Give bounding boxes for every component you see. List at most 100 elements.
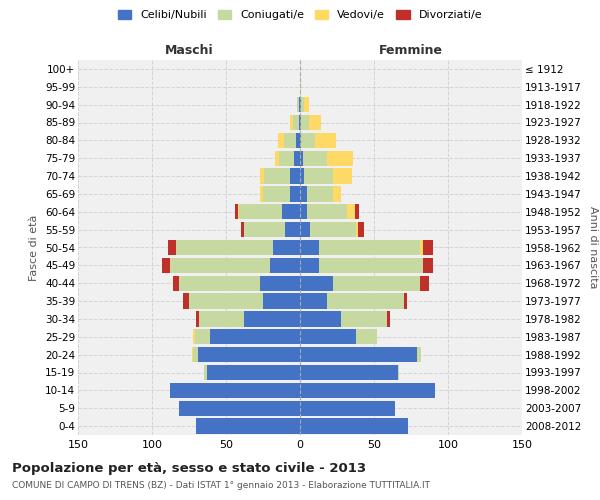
- Bar: [356, 222, 358, 237]
- Bar: [238, 204, 239, 220]
- Bar: [423, 258, 433, 273]
- Bar: [356, 329, 377, 344]
- Bar: [235, 204, 238, 220]
- Bar: [198, 347, 300, 362]
- Bar: [315, 133, 335, 148]
- Bar: [183, 294, 189, 308]
- Bar: [297, 97, 299, 112]
- Bar: [300, 115, 301, 130]
- Bar: [301, 115, 309, 130]
- Bar: [260, 168, 265, 184]
- Bar: [170, 258, 271, 273]
- Bar: [300, 79, 301, 94]
- Text: Popolazione per età, sesso e stato civile - 2013: Popolazione per età, sesso e stato civil…: [12, 462, 366, 475]
- Bar: [300, 186, 307, 202]
- Bar: [284, 133, 296, 148]
- Bar: [271, 258, 300, 273]
- Bar: [347, 204, 355, 220]
- Bar: [290, 168, 300, 184]
- Bar: [260, 276, 300, 291]
- Bar: [404, 294, 407, 308]
- Bar: [355, 204, 359, 220]
- Bar: [301, 133, 315, 148]
- Bar: [193, 329, 195, 344]
- Bar: [300, 347, 417, 362]
- Bar: [300, 133, 301, 148]
- Bar: [207, 365, 300, 380]
- Bar: [300, 150, 303, 166]
- Y-axis label: Anni di nascita: Anni di nascita: [588, 206, 598, 289]
- Bar: [193, 347, 198, 362]
- Bar: [296, 133, 300, 148]
- Bar: [309, 115, 321, 130]
- Bar: [420, 276, 429, 291]
- Bar: [196, 312, 199, 326]
- Bar: [263, 294, 300, 308]
- Bar: [285, 222, 300, 237]
- Bar: [303, 150, 326, 166]
- Bar: [307, 204, 347, 220]
- Bar: [260, 186, 263, 202]
- Bar: [293, 115, 299, 130]
- Bar: [417, 347, 421, 362]
- Bar: [300, 258, 319, 273]
- Bar: [168, 240, 176, 255]
- Bar: [300, 97, 301, 112]
- Bar: [299, 97, 300, 112]
- Bar: [176, 240, 274, 255]
- Bar: [310, 222, 356, 237]
- Bar: [300, 365, 398, 380]
- Bar: [304, 168, 332, 184]
- Bar: [294, 150, 300, 166]
- Bar: [282, 204, 300, 220]
- Bar: [307, 186, 332, 202]
- Bar: [299, 115, 300, 130]
- Bar: [192, 347, 193, 362]
- Bar: [304, 97, 309, 112]
- Bar: [239, 204, 282, 220]
- Bar: [274, 240, 300, 255]
- Bar: [341, 312, 388, 326]
- Bar: [196, 418, 300, 434]
- Bar: [300, 168, 304, 184]
- Bar: [326, 294, 404, 308]
- Bar: [300, 329, 356, 344]
- Bar: [300, 204, 307, 220]
- Bar: [275, 150, 279, 166]
- Bar: [179, 400, 300, 416]
- Bar: [204, 365, 207, 380]
- Bar: [398, 365, 399, 380]
- Y-axis label: Fasce di età: Fasce di età: [29, 214, 40, 280]
- Bar: [263, 186, 290, 202]
- Bar: [170, 383, 300, 398]
- Bar: [179, 276, 260, 291]
- Text: Femmine: Femmine: [379, 44, 443, 58]
- Bar: [300, 400, 395, 416]
- Bar: [163, 258, 170, 273]
- Bar: [358, 222, 364, 237]
- Bar: [278, 133, 284, 148]
- Bar: [326, 150, 353, 166]
- Bar: [290, 186, 300, 202]
- Bar: [332, 276, 420, 291]
- Bar: [388, 312, 390, 326]
- Bar: [332, 168, 352, 184]
- Bar: [279, 150, 294, 166]
- Bar: [300, 418, 408, 434]
- Bar: [423, 240, 433, 255]
- Bar: [195, 329, 210, 344]
- Bar: [244, 312, 300, 326]
- Bar: [300, 294, 326, 308]
- Legend: Celibi/Nubili, Coniugati/e, Vedovi/e, Divorziati/e: Celibi/Nubili, Coniugati/e, Vedovi/e, Di…: [113, 6, 487, 25]
- Bar: [265, 168, 290, 184]
- Bar: [189, 294, 263, 308]
- Bar: [300, 383, 434, 398]
- Bar: [300, 312, 341, 326]
- Bar: [244, 222, 285, 237]
- Bar: [300, 240, 319, 255]
- Text: Maschi: Maschi: [164, 44, 214, 58]
- Bar: [300, 222, 310, 237]
- Bar: [301, 97, 304, 112]
- Bar: [300, 276, 332, 291]
- Bar: [199, 312, 244, 326]
